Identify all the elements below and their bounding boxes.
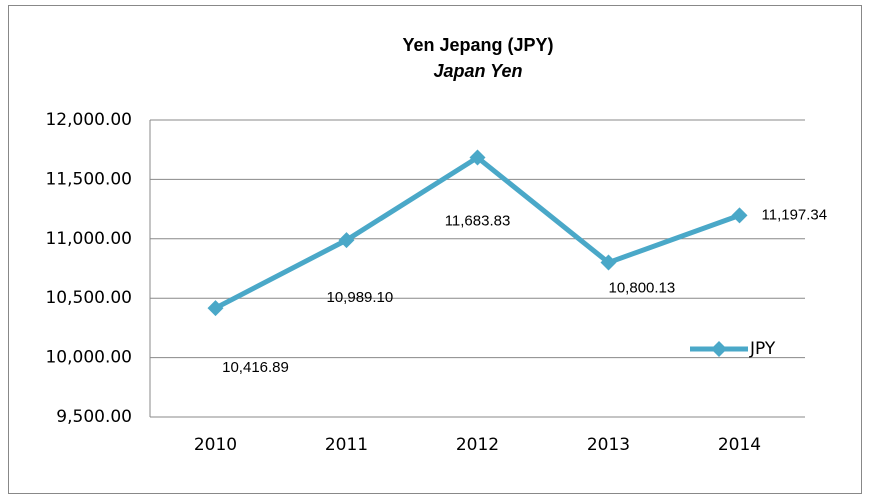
y-tick-label: 9,500.00: [56, 407, 132, 427]
x-tick-label: 2010: [194, 435, 237, 455]
chart-border: [8, 5, 862, 494]
chart-title: Yen Jepang (JPY): [402, 35, 553, 55]
data-point: [338, 232, 355, 249]
data-label: 10,800.13: [609, 280, 676, 297]
y-tick-label: 11,000.00: [45, 229, 132, 249]
x-tick-label: 2013: [587, 435, 630, 455]
x-tick-label: 2012: [456, 435, 499, 455]
data-point: [207, 300, 224, 317]
y-tick-label: 10,500.00: [45, 288, 132, 308]
legend-label: JPY: [749, 339, 776, 359]
chart-subtitle: Japan Yen: [433, 61, 522, 81]
data-point: [731, 207, 748, 224]
x-tick-label: 2011: [325, 435, 368, 455]
data-label: 11,683.83: [445, 213, 511, 230]
legend-marker: [711, 341, 727, 357]
data-label: 10,416.89: [222, 359, 289, 376]
data-label: 11,197.34: [762, 206, 828, 223]
y-tick-label: 12,000.00: [45, 110, 132, 130]
data-point: [469, 149, 486, 166]
data-label: 10,989.10: [327, 289, 394, 306]
x-tick-label: 2014: [718, 435, 761, 455]
y-tick-label: 10,000.00: [45, 348, 132, 368]
y-tick-label: 11,500.00: [45, 169, 132, 189]
data-point: [600, 254, 617, 271]
